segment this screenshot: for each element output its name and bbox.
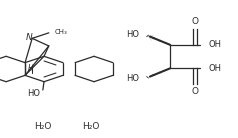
- Text: O: O: [192, 87, 199, 96]
- Text: OH: OH: [208, 40, 221, 49]
- Text: HO: HO: [126, 30, 139, 39]
- Text: HO: HO: [27, 89, 40, 98]
- Text: OH: OH: [208, 64, 221, 73]
- Text: HO: HO: [126, 74, 139, 83]
- Text: H₂O: H₂O: [34, 122, 52, 132]
- Text: O: O: [192, 17, 199, 26]
- Text: H: H: [27, 64, 33, 73]
- Text: N: N: [26, 33, 32, 42]
- Text: CH₃: CH₃: [55, 29, 68, 35]
- Text: H₂O: H₂O: [82, 122, 99, 132]
